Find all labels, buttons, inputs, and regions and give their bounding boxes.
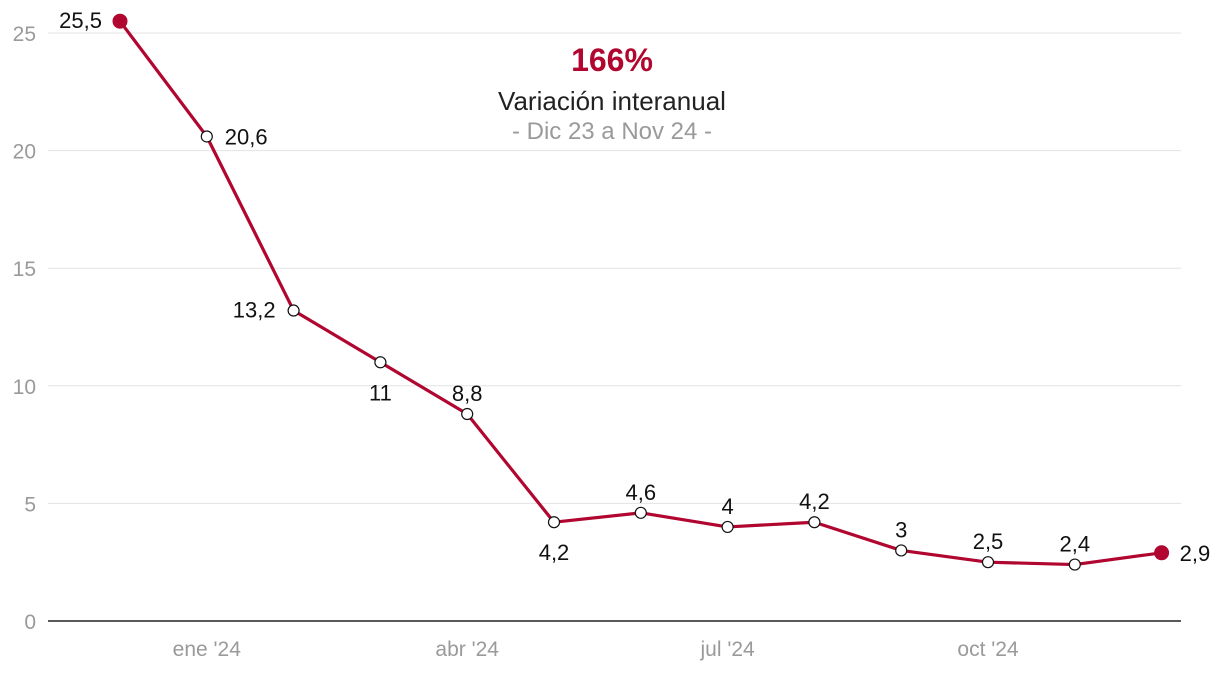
data-label: 4,2 — [799, 489, 830, 514]
headline-period: - Dic 23 a Nov 24 - — [511, 118, 713, 145]
data-point — [1068, 558, 1081, 571]
data-points — [112, 13, 1170, 571]
data-label: 4 — [721, 494, 733, 519]
y-tick-label: 10 — [13, 376, 36, 399]
y-tick-label: 25 — [13, 23, 36, 46]
y-tick-label: 15 — [13, 258, 36, 281]
y-tick-label: 0 — [24, 611, 36, 634]
data-point — [808, 516, 821, 529]
y-tick-label: 5 — [24, 493, 36, 516]
y-axis-ticks: 0 5 10 15 20 25 — [13, 23, 36, 634]
data-label: 3 — [895, 517, 907, 542]
data-label: 25,5 — [59, 8, 102, 33]
data-label: 2,5 — [973, 529, 1004, 554]
headline-value: 166% — [571, 42, 653, 78]
data-label: 4,6 — [626, 480, 657, 505]
gridlines — [48, 32, 1181, 622]
data-label: 4,2 — [539, 540, 570, 565]
data-point — [200, 130, 213, 143]
data-point — [981, 556, 995, 569]
x-tick-label: ene '24 — [173, 638, 242, 661]
data-labels: 25,5 20,6 13,2 11 8,8 4,2 4,6 4 4,2 3 2,5 2,4 2,9 — [59, 8, 1210, 566]
data-point — [721, 520, 734, 534]
data-point — [287, 304, 300, 317]
data-point — [547, 516, 561, 529]
data-label: 8,8 — [452, 381, 483, 406]
data-point — [895, 544, 908, 557]
data-label: 11 — [369, 380, 392, 405]
data-point — [634, 506, 647, 519]
data-label: 20,6 — [225, 124, 268, 149]
x-tick-label: jul '24 — [699, 638, 755, 661]
data-label: 13,2 — [233, 298, 276, 323]
data-label: 2,4 — [1060, 532, 1091, 557]
y-tick-label: 20 — [13, 141, 36, 164]
data-point-highlight — [1154, 545, 1170, 561]
x-tick-label: oct '24 — [957, 638, 1019, 661]
data-point — [461, 407, 474, 421]
data-point-highlight — [112, 13, 128, 29]
x-tick-label: abr '24 — [435, 638, 499, 661]
headline-label: Variación interanual — [498, 86, 726, 116]
x-axis-ticks: ene '24 abr '24 jul '24 oct '24 — [173, 638, 1019, 661]
data-point — [374, 356, 387, 369]
data-label: 2,9 — [1180, 541, 1211, 566]
